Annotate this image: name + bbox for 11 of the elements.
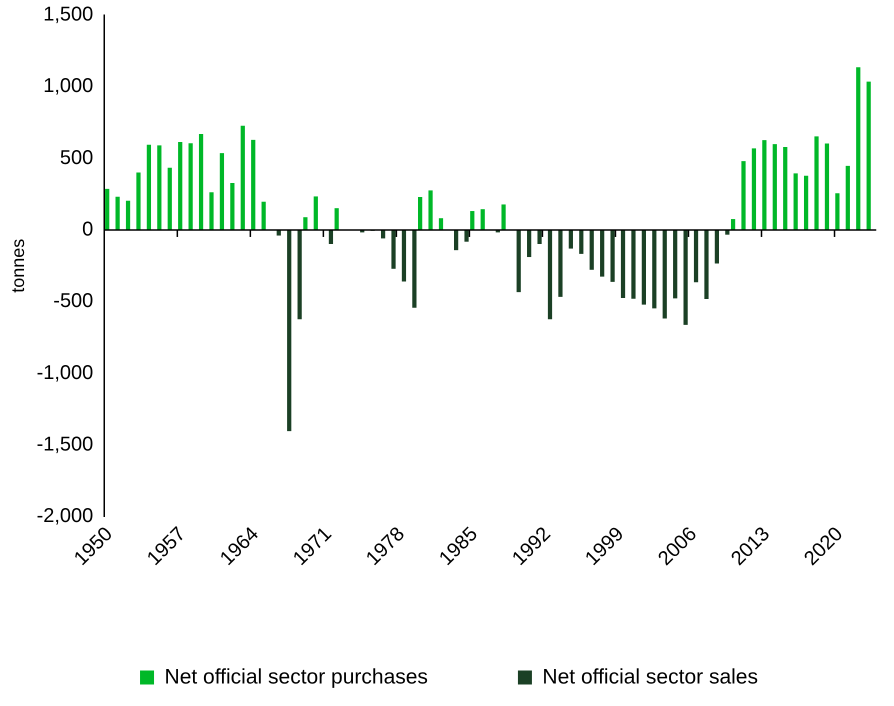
y-tick-label: 500 bbox=[60, 146, 94, 169]
y-tick-label: -2,000 bbox=[36, 505, 94, 528]
y-tick-label: 1,000 bbox=[43, 75, 94, 98]
legend-label: Net official sector sales bbox=[542, 665, 758, 688]
y-tick-label: -1,500 bbox=[36, 433, 94, 456]
y-tick-label: -1,000 bbox=[36, 362, 94, 384]
y-tick-label: 0 bbox=[82, 218, 94, 240]
y-axis-title: tonnes bbox=[8, 238, 28, 293]
y-tick-label: 1,500 bbox=[43, 4, 94, 26]
legend-label: Net official sector purchases bbox=[164, 665, 428, 688]
y-tick-label: -500 bbox=[53, 290, 94, 312]
